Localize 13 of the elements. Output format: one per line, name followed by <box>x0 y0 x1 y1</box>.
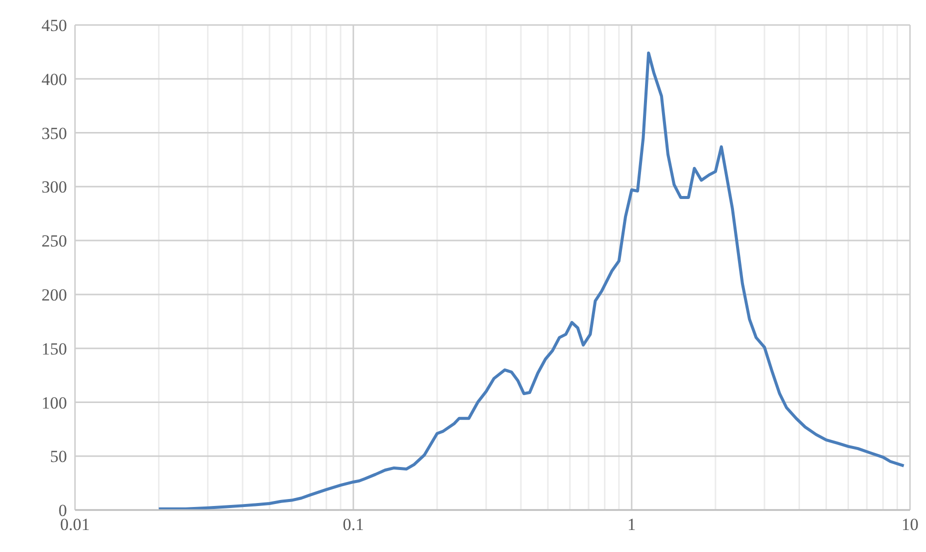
y-tick-label: 250 <box>42 232 67 251</box>
x-tick-label: 1 <box>627 515 636 534</box>
x-tick-label: 10 <box>902 515 918 534</box>
y-tick-label: 450 <box>42 16 67 36</box>
y-tick-label: 100 <box>42 393 67 412</box>
y-tick-label: 300 <box>42 178 67 197</box>
y-tick-label: 350 <box>42 124 67 143</box>
y-tick-label: 200 <box>42 285 67 304</box>
y-tick-label: 50 <box>50 447 67 466</box>
y-tick-label: 150 <box>42 339 67 358</box>
x-tick-label: 0.1 <box>342 515 364 534</box>
x-tick-label: 0.01 <box>60 515 90 534</box>
y-tick-label: 400 <box>42 70 67 89</box>
